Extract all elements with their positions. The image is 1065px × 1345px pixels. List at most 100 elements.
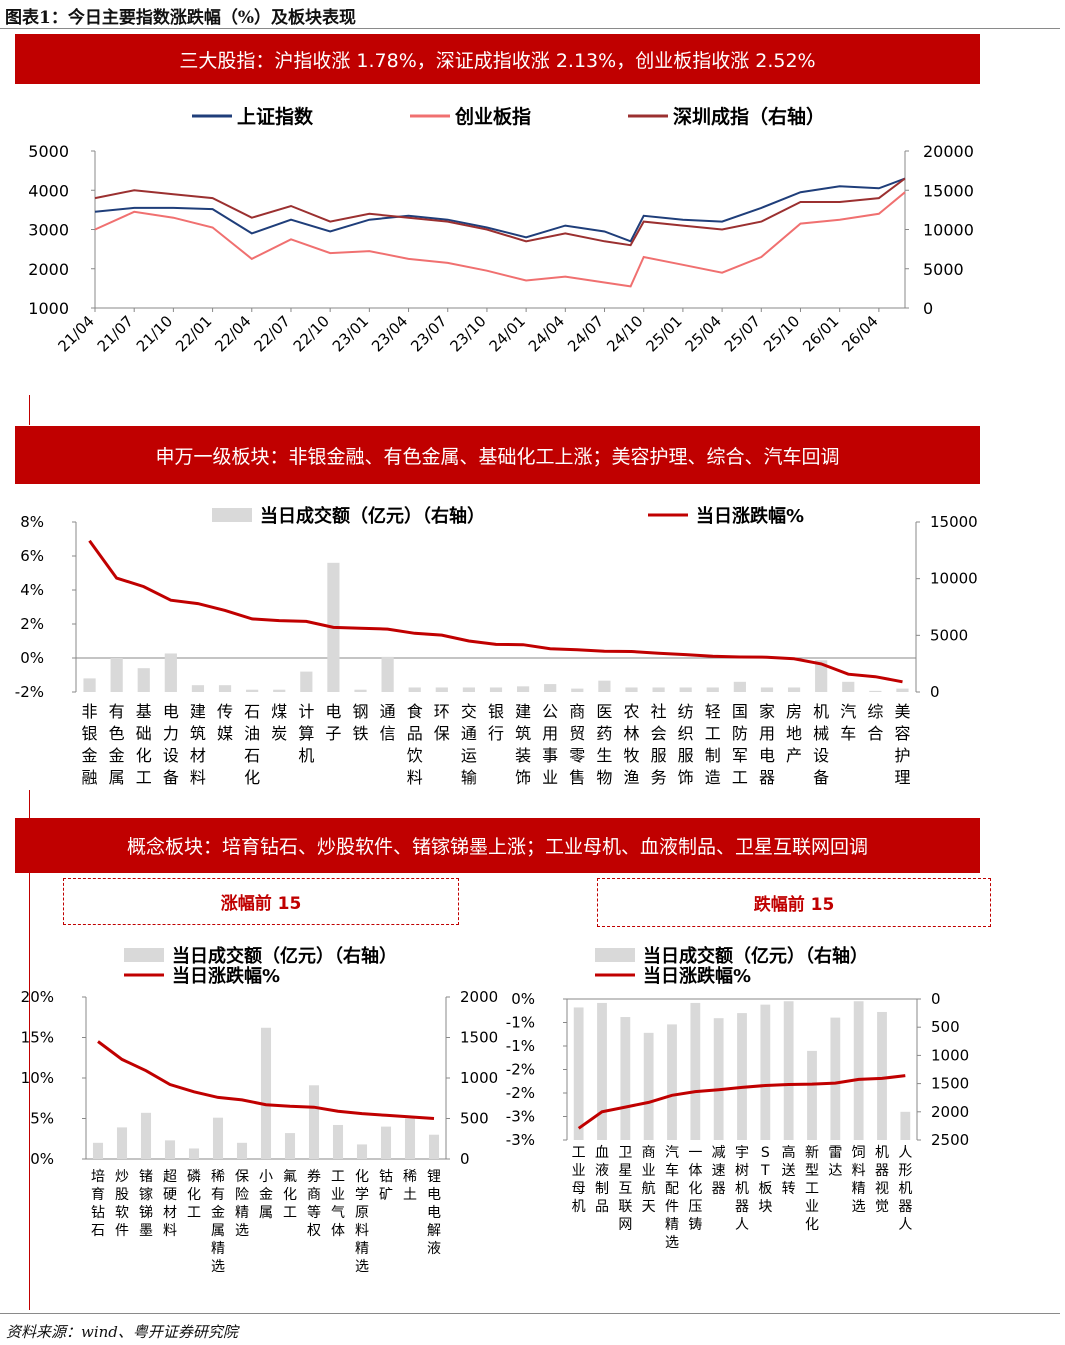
volume-bar-15 <box>489 687 503 692</box>
volume-bar-5 <box>690 1002 701 1140</box>
x-tick-label: 24/01 <box>486 312 529 355</box>
y-left-tick-label: 10% <box>21 1069 54 1087</box>
volume-bar-11 <box>381 656 394 692</box>
y-left-tick-label: -3% <box>506 1108 535 1126</box>
volume-bar-14 <box>462 687 475 692</box>
category-label-13: 稀土 <box>403 1169 417 1203</box>
y-right-tick-label: 20000 <box>923 142 974 161</box>
category-label-3: 超硬材料 <box>163 1169 177 1239</box>
category-label-6: 石油石化 <box>244 702 260 787</box>
series-line-1 <box>94 191 906 288</box>
y-left-tick-label: 5000 <box>28 142 69 161</box>
volume-bar-13 <box>877 1011 887 1140</box>
legend-label-0: 上证指数 <box>237 105 314 128</box>
category-label-6: 减速器 <box>712 1145 726 1197</box>
x-tick-label: 24/04 <box>525 312 568 355</box>
concept-losers-chart: 0% -1% -1% -2% -2% -3% -3% 0 500 1000 1500 2000 2500… <box>506 945 969 1251</box>
volume-bar-9 <box>783 1001 794 1140</box>
category-label-11: 雷达 <box>828 1145 842 1179</box>
volume-bar-6 <box>236 1142 248 1159</box>
y-left-tick-label: 4% <box>20 581 44 599</box>
y-left-tick-label: 0% <box>30 1150 54 1168</box>
category-label-5: 稀有金属精选 <box>211 1169 225 1275</box>
volume-bar-23 <box>706 687 719 692</box>
category-label-27: 机械设备 <box>813 702 829 787</box>
category-label-7: 煤炭 <box>271 702 287 743</box>
legend-label-change: 当日涨跌幅% <box>696 505 804 527</box>
volume-bar-6 <box>713 1018 724 1140</box>
volume-bar-6 <box>246 689 259 692</box>
y-right-tick-label: 10000 <box>923 221 974 240</box>
category-label-9: 高送转 <box>782 1144 796 1197</box>
legend-label-volume: 当日成交额（亿元）（右轴） <box>172 945 397 967</box>
volume-bar-11 <box>830 1017 841 1140</box>
x-tick-label: 24/07 <box>564 312 607 355</box>
change-line <box>97 1040 435 1120</box>
y-left-tick-label: -2% <box>506 1084 535 1102</box>
sw-industry-chart: 8% 6% 4% 2% 0% -2% 15000 10000 5000 0 非银金融有色金属基础化工… <box>15 505 978 787</box>
y-left-tick-label: -1% <box>506 1014 535 1032</box>
volume-bar-14 <box>428 1134 440 1159</box>
volume-bar-7 <box>737 1013 747 1140</box>
category-label-5: 一体化压铸 <box>688 1145 702 1233</box>
volume-bar-14 <box>900 1111 911 1140</box>
volume-bar-17 <box>544 684 557 692</box>
volume-bar-13 <box>435 687 448 692</box>
volume-bar-19 <box>598 680 611 692</box>
legend-swatch-volume <box>595 948 635 962</box>
indices-banner: 三大股指：沪指收涨 1.78%，深证成指收涨 2.13%，创业板指收涨 2.52… <box>15 34 980 84</box>
y-right-tick-label: 0 <box>931 990 941 1008</box>
category-label-3: 电力设备 <box>163 702 179 787</box>
volume-bar-20 <box>625 687 638 692</box>
volume-bar-4 <box>188 1148 200 1159</box>
volume-bar-5 <box>218 685 232 692</box>
section-divider-3 <box>29 873 30 1310</box>
legend-label-change: 当日涨跌幅% <box>172 965 280 987</box>
section-divider-1 <box>29 395 30 425</box>
y-left-tick-label: -2% <box>15 683 44 701</box>
figure-title: 图表1：今日主要指数涨跌幅（%）及板块表现 <box>5 8 356 28</box>
volume-bar-1 <box>110 658 123 692</box>
x-tick-label: 25/10 <box>760 312 803 355</box>
x-tick-label: 23/10 <box>446 312 489 355</box>
volume-bar-3 <box>164 653 177 692</box>
volume-bar-8 <box>300 671 313 692</box>
top-rule <box>0 28 1060 29</box>
volume-bar-7 <box>260 1027 272 1159</box>
volume-bar-1 <box>597 1002 607 1140</box>
change-line <box>577 1074 906 1130</box>
volume-bar-4 <box>191 685 205 692</box>
category-label-30: 美容护理 <box>894 702 910 787</box>
y-right-tick-label: 15000 <box>923 181 974 200</box>
y-right-tick-label: 5000 <box>930 626 968 644</box>
category-label-10: 钢铁 <box>353 702 369 743</box>
y-left-tick-label: 5% <box>30 1110 54 1128</box>
category-label-18: 商贸零售 <box>569 702 585 787</box>
y-right-tick-label: 2500 <box>931 1131 969 1149</box>
volume-bar-3 <box>164 1140 176 1159</box>
concept-gainers-chart: 20% 15% 10% 5% 0% 2000 1500 1000 500 0 培育钻石炒股软件锗镓锑… <box>21 945 499 1275</box>
category-label-22: 纺织服饰 <box>678 702 694 787</box>
y-right-tick-label: 500 <box>460 1110 489 1128</box>
category-label-0: 工业母机 <box>572 1145 586 1215</box>
category-label-26: 房地产 <box>786 702 802 765</box>
category-label-11: 通信 <box>380 702 396 743</box>
y-left-tick-label: 2% <box>20 615 44 633</box>
y-right-tick-label: 1500 <box>931 1075 969 1093</box>
category-label-12: 饲料精选 <box>852 1145 866 1215</box>
series-line-2 <box>94 177 906 247</box>
change-line <box>88 539 903 684</box>
volume-bar-16 <box>517 686 530 692</box>
category-label-29: 综合 <box>867 702 883 743</box>
category-label-4: 建筑材料 <box>190 702 206 787</box>
category-label-2: 锗镓锑墨 <box>139 1169 153 1239</box>
category-label-8: 氟化工 <box>283 1169 297 1221</box>
category-label-11: 化学原料精选 <box>355 1169 369 1275</box>
y-left-tick-label: 15% <box>21 1029 54 1047</box>
series-line-0 <box>94 177 906 243</box>
volume-bar-26 <box>787 687 801 692</box>
volume-bar-12 <box>408 687 421 692</box>
x-tick-label: 22/04 <box>211 312 254 355</box>
indices-chart: 5000 4000 3000 2000 1000 20000 15000 10000 5000 0… <box>28 105 974 355</box>
category-label-1: 有色金属 <box>109 702 125 787</box>
